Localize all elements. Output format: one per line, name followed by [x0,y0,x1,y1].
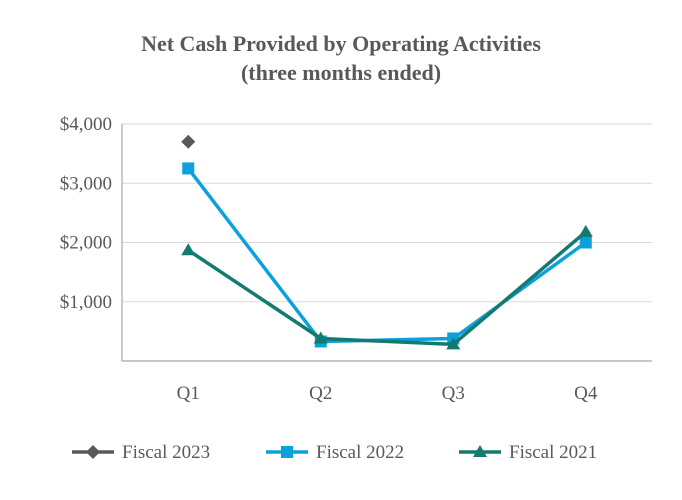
axes: $1,000 $2,000 $3,000 $4,000 Q1 Q2 Q3 Q4 [60,114,652,404]
data-point-q3 [446,337,461,350]
y-tick-label: $3,000 [60,173,112,194]
legend-label: Fiscal 2021 [509,442,597,463]
gridlines [122,123,652,303]
series-fiscal-2023 [181,134,196,149]
data-point-q4 [578,224,593,237]
data-point-q1 [181,243,196,256]
y-tick-label: $2,000 [60,233,112,254]
legend-item: Fiscal 2022 [266,442,404,463]
legend-item: Fiscal 2023 [72,442,210,463]
x-tick-label: Q4 [574,383,598,404]
legend-marker [281,446,293,458]
series-line [186,166,588,344]
legend-label: Fiscal 2023 [122,442,210,463]
data-point-q1 [182,162,195,175]
x-tick-label: Q1 [177,383,200,404]
legend-marker [473,445,487,457]
data-point-q4 [579,236,592,249]
chart-title-line-2: (three months ended) [241,60,441,85]
y-tick-label: $1,000 [60,292,112,313]
y-tick-label: $4,000 [60,114,112,135]
data-point-q1 [181,134,196,149]
series-fiscal-2022 [182,162,592,348]
legend: Fiscal 2023 Fiscal 2022 Fiscal 2021 [72,442,597,463]
data-point-q2 [313,331,328,344]
x-tick-label: Q3 [442,383,465,404]
series-line [186,230,588,347]
legend-marker [86,445,100,459]
legend-item: Fiscal 2021 [459,442,597,463]
legend-label: Fiscal 2022 [316,442,404,463]
series-fiscal-2021 [181,224,593,350]
chart-title-line-1: Net Cash Provided by Operating Activitie… [141,31,541,56]
plot-series [181,134,593,350]
x-tick-label: Q2 [309,383,332,404]
